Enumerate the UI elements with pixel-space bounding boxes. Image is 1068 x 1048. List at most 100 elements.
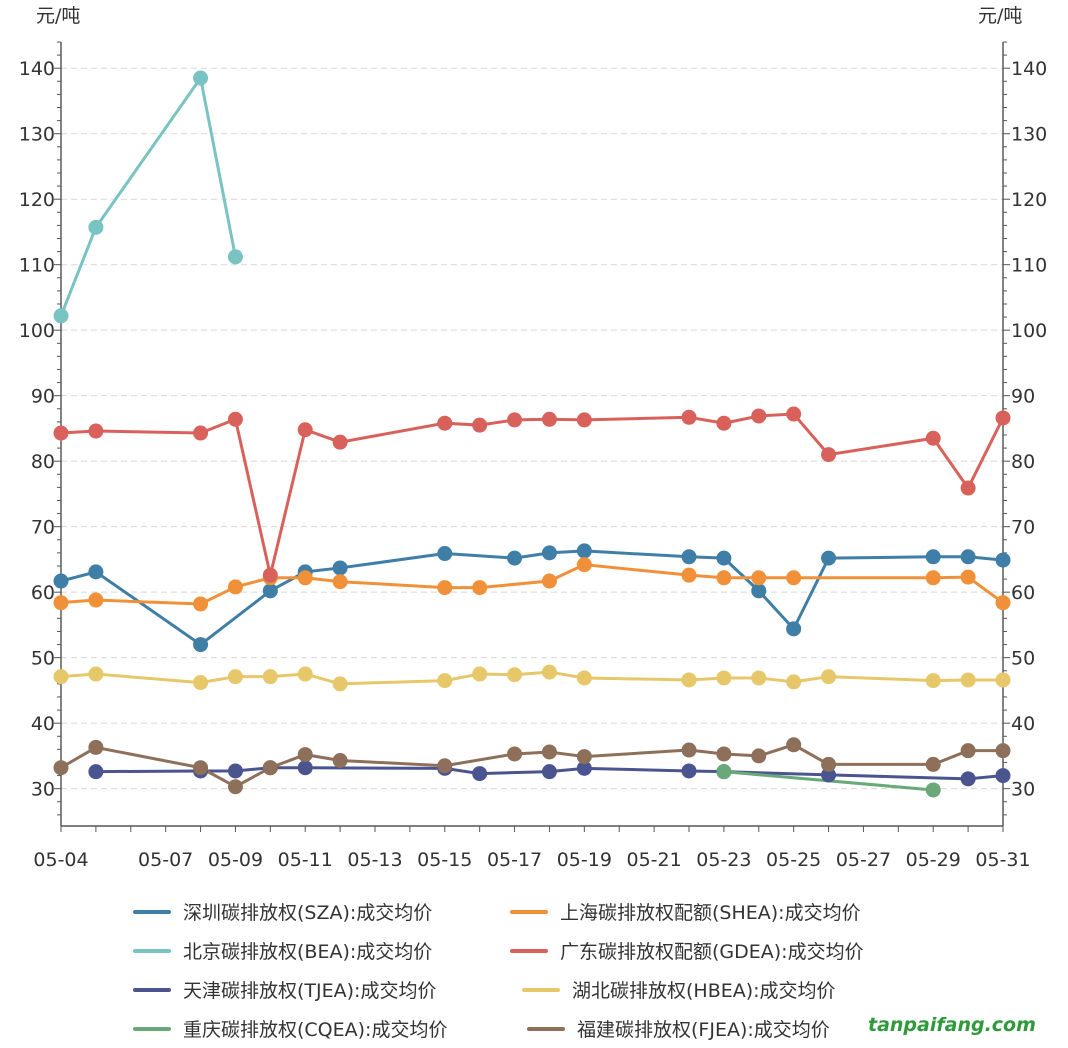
data-point [332, 574, 348, 590]
data-point [821, 447, 837, 463]
data-point [786, 406, 802, 422]
data-point [541, 744, 557, 760]
data-point [193, 675, 209, 691]
data-point [681, 763, 697, 779]
data-point [53, 573, 69, 589]
legend-swatch [527, 1026, 565, 1031]
data-point [960, 549, 976, 565]
y-tick-label-left: 30 [31, 779, 55, 801]
data-point [925, 756, 941, 772]
y-tick-label-right: 100 [1011, 320, 1047, 342]
data-point [716, 764, 732, 780]
legend-swatch [510, 909, 548, 914]
data-point [751, 570, 767, 586]
data-point [53, 669, 69, 685]
x-tick-label: 05-07 [138, 849, 193, 871]
data-point [227, 579, 243, 595]
data-point [541, 664, 557, 680]
data-point [88, 423, 104, 439]
legend-swatch [133, 909, 171, 914]
x-tick-label: 05-23 [696, 849, 751, 871]
y-tick-label-right: 50 [1011, 648, 1035, 670]
data-point [507, 746, 523, 762]
data-point [88, 592, 104, 608]
data-point [995, 595, 1011, 611]
legend-item[interactable]: 上海碳排放权配额(SHEA):成交均价 [510, 898, 861, 925]
x-tick-label: 05-21 [627, 849, 682, 871]
legend-item[interactable]: 深圳碳排放权(SZA):成交均价 [133, 898, 432, 925]
legend-swatch [133, 1026, 171, 1031]
data-point [507, 412, 523, 428]
data-point [88, 219, 104, 235]
data-point [576, 543, 592, 559]
legend-swatch [133, 987, 171, 992]
y-tick-label-right: 140 [1011, 58, 1047, 80]
data-point [925, 549, 941, 565]
x-tick-label: 05-17 [487, 849, 542, 871]
data-point [53, 760, 69, 776]
data-point [437, 415, 453, 431]
data-point [227, 779, 243, 795]
data-point [227, 411, 243, 427]
legend-label: 福建碳排放权(FJEA):成交均价 [577, 1019, 830, 1041]
data-point [995, 743, 1011, 759]
data-point [995, 410, 1011, 426]
legend-item[interactable]: 北京碳排放权(BEA):成交均价 [133, 937, 432, 964]
data-point [53, 308, 69, 324]
data-point [960, 743, 976, 759]
legend-label: 北京碳排放权(BEA):成交均价 [183, 941, 433, 963]
data-point [751, 408, 767, 424]
x-tick-label: 05-29 [906, 849, 961, 871]
data-point [472, 417, 488, 433]
legend-label: 重庆碳排放权(CQEA):成交均价 [183, 1019, 448, 1041]
y-tick-label-left: 70 [31, 517, 55, 539]
data-point [751, 748, 767, 764]
data-point [541, 573, 557, 589]
y-tick-label-right: 110 [1011, 255, 1047, 277]
data-point [53, 425, 69, 441]
legend-item[interactable]: 广东碳排放权配额(GDEA):成交均价 [510, 937, 864, 964]
data-point [751, 583, 767, 599]
y-tick-label-right: 130 [1011, 124, 1047, 146]
data-point [960, 672, 976, 688]
legend-swatch [510, 948, 548, 953]
legend-label: 上海碳排放权配额(SHEA):成交均价 [560, 902, 861, 924]
legend-swatch [522, 987, 560, 992]
legend-item[interactable]: 重庆碳排放权(CQEA):成交均价 [133, 1015, 447, 1042]
data-point [507, 550, 523, 566]
data-point [716, 746, 732, 762]
y-tick-label-left: 140 [19, 58, 55, 80]
series-line-2 [59, 74, 237, 317]
data-point [576, 749, 592, 765]
data-point [262, 583, 278, 599]
data-point [262, 669, 278, 685]
x-tick-label: 05-09 [208, 849, 263, 871]
legend-label: 湖北碳排放权(HBEA):成交均价 [572, 980, 836, 1002]
data-point [472, 666, 488, 682]
data-point [960, 771, 976, 787]
data-point [786, 674, 802, 690]
y-tick-label-right: 60 [1011, 582, 1035, 604]
legend-item[interactable]: 福建碳排放权(FJEA):成交均价 [527, 1015, 830, 1042]
data-point [227, 249, 243, 265]
y-tick-label-left: 120 [19, 189, 55, 211]
x-tick-label: 05-31 [975, 849, 1030, 871]
data-point [437, 580, 453, 596]
data-point [227, 763, 243, 779]
y-tick-label-right: 120 [1011, 189, 1047, 211]
data-point [437, 758, 453, 774]
data-point [821, 756, 837, 772]
x-tick-label: 05-19 [557, 849, 612, 871]
data-point [297, 760, 313, 776]
data-point [925, 570, 941, 586]
data-point [681, 549, 697, 565]
data-point [541, 764, 557, 780]
legend-item[interactable]: 天津碳排放权(TJEA):成交均价 [133, 976, 436, 1003]
legend-item[interactable]: 湖北碳排放权(HBEA):成交均价 [522, 976, 836, 1003]
legend-label: 天津碳排放权(TJEA):成交均价 [183, 980, 437, 1002]
data-point [786, 570, 802, 586]
data-point [821, 669, 837, 685]
x-tick-label: 05-04 [33, 849, 88, 871]
legend-swatch [133, 948, 171, 953]
